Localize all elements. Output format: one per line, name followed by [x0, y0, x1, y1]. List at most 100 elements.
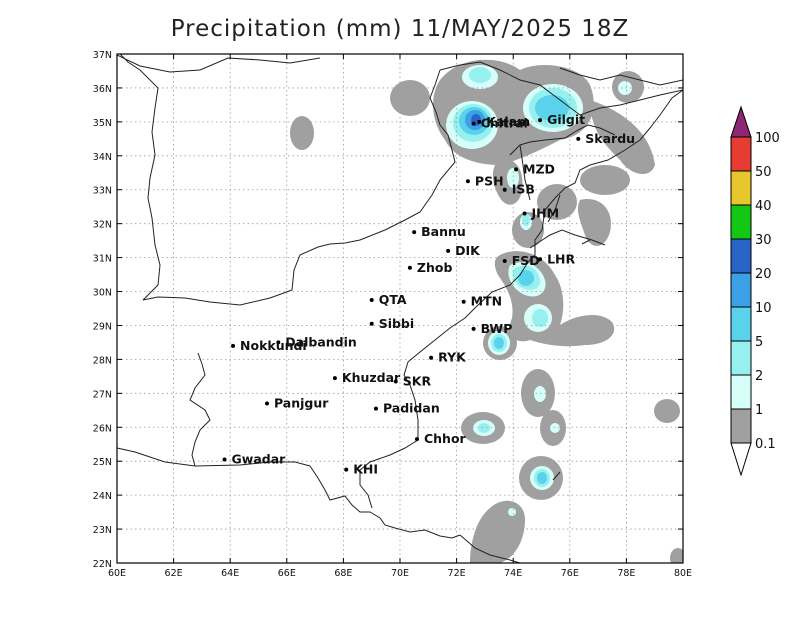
colorbar-label: 30: [755, 233, 772, 248]
city-label: Chhor: [424, 431, 467, 446]
lon-tick-label: 72E: [448, 568, 466, 579]
colorbar-label: 5: [755, 335, 763, 350]
city-dot: [576, 136, 581, 141]
lon-tick-label: 74E: [504, 568, 522, 579]
latitude-labels: 22N 23N 24N 25N 26N 27N 28N 29N 30N 31N 32N 33N 34N 3…: [93, 50, 112, 570]
city-dot: [471, 326, 476, 331]
colorbar-segment: [730, 340, 752, 376]
lat-tick-label: 26N: [93, 423, 112, 434]
gridlines: [117, 54, 683, 563]
city-label: Gilgit: [547, 112, 585, 127]
city-label: KHI: [353, 462, 378, 477]
colorbar-segment: [730, 238, 752, 274]
axis-ticks: [116, 53, 684, 564]
city-label: PSH: [475, 173, 504, 188]
lon-tick-label: 60E: [108, 568, 126, 579]
city-label: Zhob: [417, 260, 453, 275]
city-dot: [407, 265, 412, 270]
city-dot: [276, 340, 281, 345]
colorbar-label: 2: [755, 369, 763, 384]
city-dot: [332, 376, 337, 381]
lat-tick-label: 28N: [93, 355, 112, 366]
city-label: DIK: [455, 243, 481, 258]
city-dot: [373, 406, 378, 411]
city-markers: Chitral Gilgit Kalam Skardu MZD PSH ISB JHM Bann…: [222, 112, 635, 477]
city-label: MTN: [471, 294, 502, 309]
city-dot: [344, 467, 349, 472]
colorbar-segment: [730, 204, 752, 240]
lat-tick-label: 32N: [93, 220, 112, 231]
colorbar-segment: [730, 272, 752, 308]
lat-tick-label: 25N: [93, 457, 112, 468]
lat-tick-label: 36N: [93, 84, 112, 95]
city-label: SKR: [403, 373, 432, 388]
colorbar-top-arrow: [730, 105, 752, 138]
city-dot: [393, 379, 398, 384]
lat-tick-label: 24N: [93, 491, 112, 502]
longitude-labels: 60E 62E 64E 66E 68E 70E 72E 74E 76E 78E 80E: [108, 568, 692, 579]
city-label: MZD: [523, 161, 555, 176]
city-dot: [461, 299, 466, 304]
city-dot: [414, 437, 419, 442]
city-label: Padidan: [383, 401, 440, 416]
city-label: RYK: [438, 350, 467, 365]
colorbar-segment: [730, 374, 752, 410]
boundaries: [117, 54, 683, 563]
colorbar-label: 20: [755, 267, 772, 282]
city-label: Khuzdar: [342, 370, 401, 385]
city-label: QTA: [379, 292, 407, 307]
city-dot: [538, 257, 543, 262]
colorbar-label: 10: [755, 301, 772, 316]
colorbar-label: 0.1: [755, 437, 776, 452]
city-label: Kalam: [486, 114, 530, 129]
city-dot: [369, 298, 374, 303]
city-label: Sibbi: [379, 316, 414, 331]
city-label: JHM: [531, 205, 560, 220]
city-label: LHR: [547, 251, 575, 266]
lat-tick-label: 37N: [93, 50, 112, 61]
lat-tick-label: 23N: [93, 525, 112, 536]
city-label: Skardu: [585, 131, 635, 146]
city-label: FSD: [512, 253, 540, 268]
city-dot: [502, 187, 507, 192]
city-dot: [514, 167, 519, 172]
city-dot: [222, 457, 227, 462]
map-title: Precipitation (mm) 11/MAY/2025 18Z: [170, 16, 630, 42]
colorbar-segment: [730, 306, 752, 342]
city-label: ISB: [512, 182, 535, 197]
city-dot: [429, 355, 434, 360]
city-label: BWP: [481, 321, 513, 336]
city-dot: [369, 321, 374, 326]
colorbar-bottom-arrow: [730, 442, 752, 477]
city-dot: [477, 119, 482, 124]
lon-tick-label: 70E: [391, 568, 409, 579]
colorbar-label: 40: [755, 199, 772, 214]
lat-tick-label: 35N: [93, 118, 112, 129]
colorbar-segment: [730, 408, 752, 444]
city-dot: [538, 118, 543, 123]
lon-tick-label: 68E: [334, 568, 352, 579]
lon-tick-label: 66E: [278, 568, 296, 579]
lat-tick-label: 29N: [93, 321, 112, 332]
city-label: Gwadar: [232, 452, 287, 467]
colorbar-segment: [730, 136, 752, 172]
city-label: Dalbandin: [285, 334, 357, 349]
city-dot: [465, 179, 470, 184]
lat-tick-label: 22N: [93, 559, 112, 570]
lat-tick-label: 27N: [93, 389, 112, 400]
city-label: Bannu: [421, 224, 466, 239]
city-dot: [471, 121, 476, 126]
lat-tick-label: 30N: [93, 288, 112, 299]
colorbar-label: 100: [755, 131, 780, 146]
city-label: Panjgur: [274, 396, 329, 411]
lat-tick-label: 34N: [93, 152, 112, 163]
city-label: Chitral: [481, 116, 528, 131]
colorbar-label: 1: [755, 403, 763, 418]
city-label: Nokkundi: [240, 338, 307, 353]
lat-tick-label: 31N: [93, 254, 112, 265]
city-dot: [446, 248, 451, 253]
city-dot: [522, 211, 527, 216]
city-dot: [231, 343, 236, 348]
colorbar-label: 50: [755, 165, 772, 180]
